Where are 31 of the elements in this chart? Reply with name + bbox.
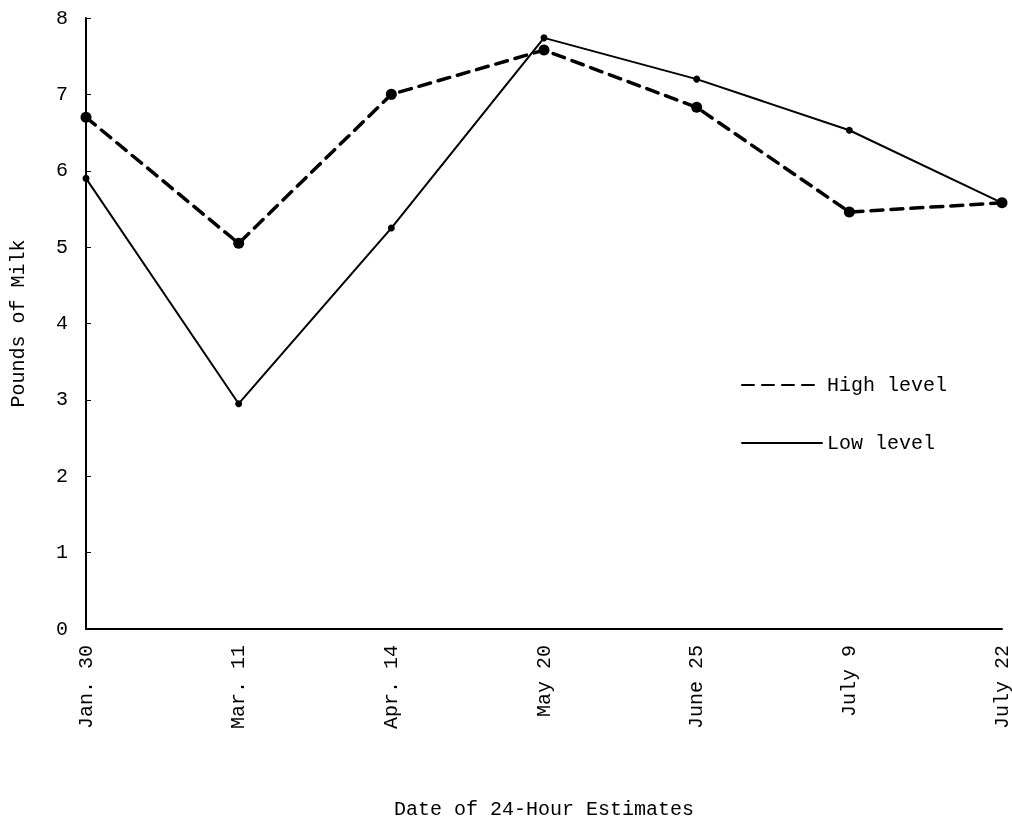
point — [235, 400, 243, 408]
y-tick-label: 2 — [55, 464, 68, 488]
y-tick-label: 7 — [55, 82, 68, 106]
x-tick-label: July 22 — [990, 645, 1012, 730]
point — [387, 224, 395, 232]
x-tick-label: June 25 — [685, 645, 709, 730]
point — [845, 126, 853, 134]
x-tick-label: July 9 — [837, 645, 861, 718]
point — [80, 111, 92, 123]
point — [385, 88, 397, 100]
y-tick-label: 5 — [55, 235, 68, 259]
point — [82, 174, 90, 182]
y-axis-title: Pounds of Milk — [6, 239, 30, 408]
x-tick-label: Apr. 14 — [379, 645, 403, 730]
x-tick-label: Jan. 30 — [74, 645, 98, 730]
point — [233, 237, 245, 249]
y-tick-label: 3 — [55, 388, 68, 412]
y-tick-label: 8 — [55, 6, 68, 30]
point — [843, 206, 855, 218]
y-tick-label: 4 — [55, 312, 68, 335]
legend-label: Low level — [826, 431, 936, 455]
x-tick-label: Mar. 11 — [227, 645, 251, 730]
legend-label: High level — [826, 373, 948, 397]
y-tick-label: 1 — [55, 541, 68, 565]
y-tick-label: 6 — [55, 159, 68, 183]
x-tick-label: May 20 — [532, 645, 556, 718]
point — [538, 44, 550, 56]
x-axis-title: Date of 24-Hour Estimates — [393, 797, 695, 821]
y-tick-label: 0 — [55, 617, 68, 641]
point — [691, 101, 703, 113]
point — [693, 75, 701, 83]
